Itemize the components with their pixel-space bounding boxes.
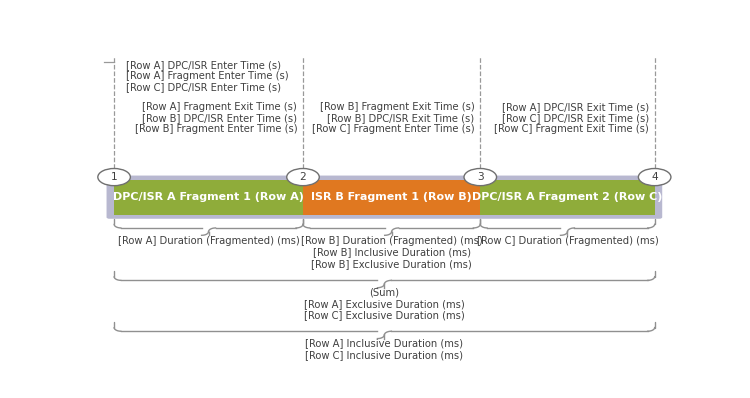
- Text: [Row B] Duration (Fragmented) (ms): [Row B] Duration (Fragmented) (ms): [301, 236, 482, 246]
- Text: [Row A] Inclusive Duration (ms): [Row A] Inclusive Duration (ms): [305, 338, 464, 348]
- Text: [Row A] Duration (Fragmented) (ms): [Row A] Duration (Fragmented) (ms): [118, 236, 299, 246]
- Text: 3: 3: [477, 172, 484, 182]
- Text: 2: 2: [299, 172, 306, 182]
- Text: [Row A] DPC/ISR Enter Time (s): [Row A] DPC/ISR Enter Time (s): [126, 60, 280, 70]
- Text: [Row B] Fragment Enter Time (s): [Row B] Fragment Enter Time (s): [134, 124, 297, 134]
- Text: [Row C] Fragment Enter Time (s): [Row C] Fragment Enter Time (s): [312, 124, 475, 134]
- Circle shape: [464, 168, 496, 185]
- Circle shape: [638, 168, 671, 185]
- FancyBboxPatch shape: [106, 176, 662, 219]
- Text: [Row C] DPC/ISR Exit Time (s): [Row C] DPC/ISR Exit Time (s): [502, 113, 649, 123]
- Text: [Row B] DPC/ISR Exit Time (s): [Row B] DPC/ISR Exit Time (s): [327, 113, 475, 123]
- Text: [Row B] Fragment Exit Time (s): [Row B] Fragment Exit Time (s): [320, 101, 475, 111]
- Text: [Row C] DPC/ISR Enter Time (s): [Row C] DPC/ISR Enter Time (s): [126, 82, 280, 92]
- Text: (Sum): (Sum): [369, 287, 399, 297]
- Text: DPC/ISR A Fragment 2 (Row C): DPC/ISR A Fragment 2 (Row C): [472, 192, 663, 202]
- Text: [Row C] Fragment Exit Time (s): [Row C] Fragment Exit Time (s): [494, 124, 649, 134]
- Text: [Row C] Duration (Fragmented) (ms): [Row C] Duration (Fragmented) (ms): [476, 236, 658, 246]
- Circle shape: [98, 168, 130, 185]
- Text: [Row A] Fragment Enter Time (s): [Row A] Fragment Enter Time (s): [126, 71, 288, 81]
- Bar: [480, 179, 655, 215]
- Text: [Row C] Exclusive Duration (ms): [Row C] Exclusive Duration (ms): [304, 310, 465, 320]
- Circle shape: [286, 168, 320, 185]
- Bar: [303, 179, 480, 215]
- Text: 1: 1: [111, 172, 118, 182]
- Text: [Row A] Exclusive Duration (ms): [Row A] Exclusive Duration (ms): [304, 299, 465, 309]
- Bar: [114, 179, 303, 215]
- Text: [Row A] Fragment Exit Time (s): [Row A] Fragment Exit Time (s): [142, 101, 297, 111]
- Text: [Row A] DPC/ISR Exit Time (s): [Row A] DPC/ISR Exit Time (s): [502, 101, 649, 111]
- Text: ISR B Fragment 1 (Row B): ISR B Fragment 1 (Row B): [311, 192, 472, 202]
- Text: [Row B] Exclusive Duration (ms): [Row B] Exclusive Duration (ms): [311, 259, 472, 269]
- Text: DPC/ISR A Fragment 1 (Row A): DPC/ISR A Fragment 1 (Row A): [113, 192, 304, 202]
- Text: [Row B] DPC/ISR Enter Time (s): [Row B] DPC/ISR Enter Time (s): [142, 113, 297, 123]
- Text: [Row C] Inclusive Duration (ms): [Row C] Inclusive Duration (ms): [305, 349, 464, 360]
- Text: 4: 4: [651, 172, 658, 182]
- Text: [Row B] Inclusive Duration (ms): [Row B] Inclusive Duration (ms): [313, 247, 471, 257]
